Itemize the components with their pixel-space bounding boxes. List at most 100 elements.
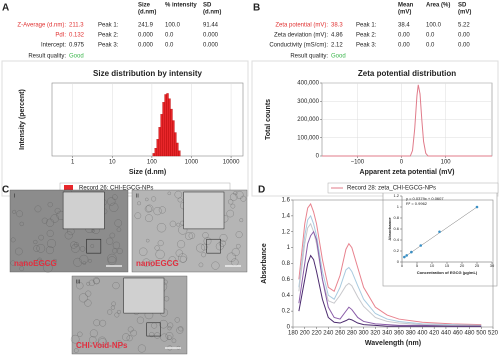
table-cell: 5.22 — [458, 23, 470, 29]
zoom-box — [86, 238, 102, 254]
bar — [164, 94, 167, 157]
table-header: SD — [458, 3, 467, 9]
plot-area — [51, 82, 244, 157]
zoom-inset — [123, 277, 165, 314]
x-tick-label: 10 — [430, 263, 435, 268]
y-axis-label: Absorbance — [261, 243, 268, 284]
x-axis-label: Size (d.nm) — [129, 169, 166, 176]
particle — [114, 312, 120, 318]
x-tick-label: 30 — [490, 263, 495, 268]
table-cell: 0.0 — [165, 33, 174, 39]
x-tick-label: 420 — [429, 331, 440, 337]
particle — [92, 277, 100, 285]
particle — [89, 336, 97, 344]
particle — [41, 217, 48, 224]
y-tick-label: 0.4 — [282, 293, 291, 299]
table-cell: 4.86 — [331, 33, 343, 39]
y-axis-label: Intensity (percent) — [19, 89, 26, 150]
y-tick-label: 0.2 — [282, 309, 291, 315]
table-cell: 0.000 — [203, 33, 219, 39]
chart-title: Size distribution by intensity — [93, 69, 202, 78]
x-tick-label: 240 — [323, 331, 334, 337]
image-label: CHI-Void-NPs — [76, 341, 128, 350]
particle — [64, 231, 73, 240]
particle — [137, 201, 141, 206]
bar — [158, 127, 161, 157]
point — [419, 244, 423, 247]
particle — [89, 329, 98, 338]
particle — [159, 319, 168, 329]
y-tick-label: 1 — [397, 204, 400, 209]
x-tick-label: 1 — [71, 160, 75, 166]
table-header: Mean — [398, 3, 414, 9]
particle — [79, 246, 86, 252]
x-tick-label: 200 — [300, 331, 311, 337]
image-number: ii — [136, 194, 139, 200]
annotation: R² = 0.9962 — [406, 201, 428, 206]
table-cell: Peak 1: — [356, 23, 377, 29]
y-tick-label: 1.6 — [282, 198, 291, 204]
image-number: iii — [76, 280, 80, 286]
particle — [176, 326, 184, 334]
particle — [149, 331, 155, 338]
particle — [178, 326, 184, 332]
table-cell: PdI: — [55, 33, 66, 39]
particle — [106, 237, 114, 245]
particle — [226, 209, 234, 218]
bar — [170, 108, 173, 157]
table-header: Size — [138, 3, 151, 9]
particle — [23, 260, 28, 265]
particle — [202, 232, 209, 239]
particle — [78, 293, 88, 303]
y-tick-label: 0.8 — [393, 215, 399, 220]
x-tick-label: 20 — [460, 263, 465, 268]
particle — [16, 210, 23, 218]
x-tick-label: 320 — [370, 331, 381, 337]
y-tick-label: 0.4 — [393, 237, 399, 242]
point — [405, 254, 408, 257]
particle — [167, 335, 172, 340]
particle — [76, 282, 84, 290]
table-cell: 0.975 — [69, 43, 85, 49]
particle — [99, 319, 107, 327]
table-cell: 91.44 — [203, 23, 219, 29]
particle — [88, 279, 96, 286]
particle — [160, 333, 169, 342]
particle — [148, 260, 155, 267]
particle — [116, 309, 121, 314]
particle — [142, 258, 151, 267]
table-cell: Intercept: — [41, 43, 66, 49]
particle — [33, 245, 40, 252]
particle — [145, 214, 153, 223]
particle — [52, 258, 57, 264]
table-cell: Peak 2: — [356, 33, 377, 39]
particle — [84, 299, 92, 307]
particle — [230, 203, 236, 209]
particle — [107, 253, 117, 264]
particle — [114, 219, 123, 227]
y-tick-label: 200,000 — [297, 117, 319, 123]
particle — [196, 243, 205, 253]
y-tick-label: 0.6 — [393, 226, 399, 231]
point — [410, 250, 413, 254]
table-header: Area (%) — [426, 3, 450, 9]
table-header: (mV) — [398, 10, 411, 16]
particle — [229, 193, 238, 201]
particle — [144, 205, 152, 213]
y-tick-label: 0 — [316, 154, 320, 160]
bar — [154, 148, 157, 157]
series-line — [298, 254, 482, 327]
particle — [34, 205, 42, 213]
x-tick-label: 440 — [441, 331, 452, 337]
particle — [116, 227, 122, 232]
particle — [177, 240, 186, 249]
x-tick-label: −100 — [351, 160, 365, 166]
particle — [168, 256, 177, 264]
particle — [70, 334, 80, 344]
table-cell: Good — [69, 54, 84, 60]
x-tick-label: 380 — [406, 331, 417, 337]
bar — [172, 120, 175, 157]
particle — [145, 238, 150, 243]
particle — [73, 242, 79, 248]
particle — [107, 309, 113, 315]
